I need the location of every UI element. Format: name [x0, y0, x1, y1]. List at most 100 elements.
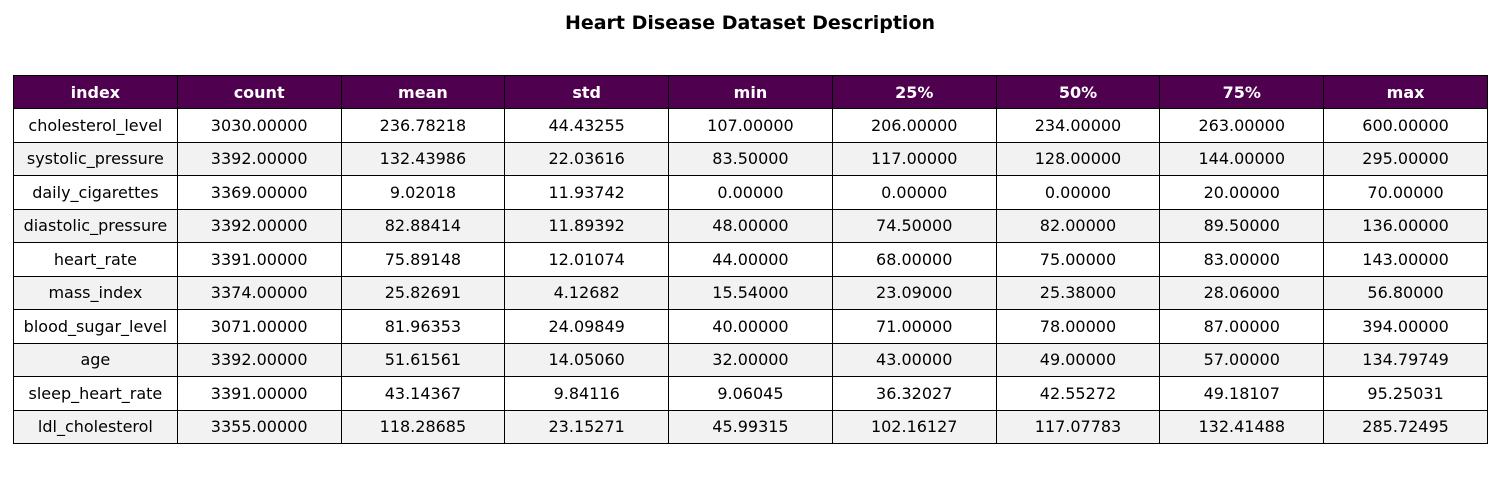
table-cell: 43.14367 [340, 376, 506, 411]
table-body: cholesterol_level 3030.00000 236.78218 44.4… [13, 108, 1488, 444]
table-cell: 57.00000 [1159, 342, 1325, 377]
table-cell: 82.00000 [995, 208, 1161, 243]
table-cell: 23.09000 [831, 275, 997, 310]
table-cell: 3369.00000 [176, 175, 342, 210]
row-label: ldl_cholesterol [13, 409, 178, 444]
table-cell: 3392.00000 [176, 342, 342, 377]
row-label: blood_sugar_level [13, 309, 178, 344]
row-label: daily_cigarettes [13, 175, 178, 210]
table-cell: 48.00000 [668, 208, 833, 243]
table-cell: 32.00000 [668, 342, 833, 377]
table-cell: 74.50000 [831, 208, 997, 243]
table-cell: 43.00000 [831, 342, 997, 377]
table-cell: 9.06045 [668, 376, 833, 411]
table-row: diastolic_pressure 3392.00000 82.88414 11.8… [13, 208, 1488, 243]
column-header: min [668, 75, 833, 109]
table-cell: 75.00000 [995, 242, 1161, 277]
table-cell: 68.00000 [831, 242, 997, 277]
table-cell: 117.07783 [995, 409, 1161, 444]
table-row: daily_cigarettes 3369.00000 9.02018 11.9374… [13, 175, 1488, 210]
table-cell: 83.50000 [668, 141, 833, 176]
table-cell: 15.54000 [668, 275, 833, 310]
table-cell: 136.00000 [1323, 208, 1488, 243]
table-cell: 3391.00000 [176, 376, 342, 411]
table-cell: 44.43255 [504, 108, 670, 143]
table-cell: 394.00000 [1323, 309, 1488, 344]
table-cell: 24.09849 [504, 309, 670, 344]
table-cell: 295.00000 [1323, 141, 1488, 176]
table-cell: 134.79749 [1323, 342, 1488, 377]
table-cell: 9.84116 [504, 376, 670, 411]
table-row: mass_index 3374.00000 25.82691 4.12682 15.54… [13, 275, 1488, 310]
table-cell: 0.00000 [831, 175, 997, 210]
table-cell: 3374.00000 [176, 275, 342, 310]
table-cell: 132.41488 [1159, 409, 1325, 444]
column-header: 75% [1159, 75, 1325, 109]
table-cell: 83.00000 [1159, 242, 1325, 277]
table-cell: 11.89392 [504, 208, 670, 243]
table-cell: 12.01074 [504, 242, 670, 277]
table-cell: 3355.00000 [176, 409, 342, 444]
table-row: sleep_heart_rate 3391.00000 43.14367 9.8411… [13, 376, 1488, 411]
table-cell: 49.18107 [1159, 376, 1325, 411]
column-header: 25% [831, 75, 997, 109]
table-cell: 144.00000 [1159, 141, 1325, 176]
table-cell: 44.00000 [668, 242, 833, 277]
table-cell: 143.00000 [1323, 242, 1488, 277]
table-cell: 71.00000 [831, 309, 997, 344]
table-cell: 107.00000 [668, 108, 833, 143]
table-cell: 56.80000 [1323, 275, 1488, 310]
row-label: age [13, 342, 178, 377]
table-cell: 234.00000 [995, 108, 1161, 143]
table-row: cholesterol_level 3030.00000 236.78218 44.4… [13, 108, 1488, 143]
table-cell: 42.55272 [995, 376, 1161, 411]
table-cell: 78.00000 [995, 309, 1161, 344]
table-cell: 263.00000 [1159, 108, 1325, 143]
row-label: diastolic_pressure [13, 208, 178, 243]
row-label: mass_index [13, 275, 178, 310]
table-cell: 25.82691 [340, 275, 506, 310]
column-header: max [1323, 75, 1488, 109]
table-cell: 102.16127 [831, 409, 997, 444]
row-label: sleep_heart_rate [13, 376, 178, 411]
table-cell: 14.05060 [504, 342, 670, 377]
table-row: age 3392.00000 51.61561 14.05060 32.00000 43.… [13, 342, 1488, 377]
table-cell: 75.89148 [340, 242, 506, 277]
table-cell: 45.99315 [668, 409, 833, 444]
table-cell: 81.96353 [340, 309, 506, 344]
chart-title: Heart Disease Dataset Description [564, 12, 936, 34]
table-cell: 20.00000 [1159, 175, 1325, 210]
table-cell: 70.00000 [1323, 175, 1488, 210]
table-cell: 118.28685 [340, 409, 506, 444]
column-header: mean [340, 75, 506, 109]
column-header: std [504, 75, 670, 109]
row-label: heart_rate [13, 242, 178, 277]
table-cell: 128.00000 [995, 141, 1161, 176]
table-row: ldl_cholesterol 3355.00000 118.28685 23.152… [13, 409, 1488, 444]
table-cell: 22.03616 [504, 141, 670, 176]
column-header: index [13, 75, 178, 109]
table-cell: 117.00000 [831, 141, 997, 176]
table-cell: 3391.00000 [176, 242, 342, 277]
table-cell: 600.00000 [1323, 108, 1488, 143]
column-header: 50% [995, 75, 1161, 109]
table-cell: 206.00000 [831, 108, 997, 143]
table-header: index count mean std min 25% 50% 75% max [13, 75, 1488, 109]
table-cell: 25.38000 [995, 275, 1161, 310]
table-row: systolic_pressure 3392.00000 132.43986 22.0… [13, 141, 1488, 176]
table-cell: 3030.00000 [176, 108, 342, 143]
table-row: heart_rate 3391.00000 75.89148 12.01074 44.0… [13, 242, 1488, 277]
row-label: cholesterol_level [13, 108, 178, 143]
table-cell: 40.00000 [668, 309, 833, 344]
table-cell: 285.72495 [1323, 409, 1488, 444]
table-cell: 95.25031 [1323, 376, 1488, 411]
table-cell: 4.12682 [504, 275, 670, 310]
table-cell: 36.32027 [831, 376, 997, 411]
description-table: index count mean std min 25% 50% 75% max cholest… [13, 75, 1488, 444]
table-cell: 0.00000 [668, 175, 833, 210]
table-cell: 132.43986 [340, 141, 506, 176]
table-cell: 3392.00000 [176, 208, 342, 243]
table-cell: 23.15271 [504, 409, 670, 444]
table-cell: 28.06000 [1159, 275, 1325, 310]
table-cell: 3392.00000 [176, 141, 342, 176]
